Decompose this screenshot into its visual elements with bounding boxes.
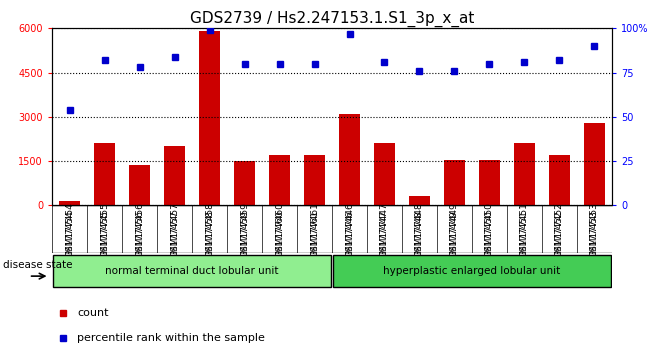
Bar — [59, 201, 80, 205]
Bar — [374, 143, 395, 205]
Bar — [199, 31, 220, 205]
Text: percentile rank within the sample: percentile rank within the sample — [77, 333, 265, 343]
Text: GSM177450: GSM177450 — [485, 202, 494, 257]
Text: disease state: disease state — [3, 261, 72, 270]
Text: GSM177460: GSM177460 — [275, 202, 284, 257]
Bar — [94, 143, 115, 205]
Text: GSM177456: GSM177456 — [135, 202, 144, 257]
FancyBboxPatch shape — [53, 255, 331, 287]
Text: GSM177454: GSM177454 — [65, 202, 74, 257]
Text: GSM177455: GSM177455 — [100, 202, 109, 257]
Text: GSM177447: GSM177447 — [380, 202, 389, 257]
Text: GSM177448: GSM177448 — [415, 202, 424, 257]
Text: count: count — [77, 308, 109, 318]
Text: hyperplastic enlarged lobular unit: hyperplastic enlarged lobular unit — [383, 266, 561, 276]
Bar — [129, 166, 150, 205]
Text: GSM177461: GSM177461 — [310, 202, 319, 257]
Bar — [444, 160, 465, 205]
Bar — [409, 196, 430, 205]
Bar — [339, 114, 360, 205]
Bar — [479, 160, 500, 205]
Text: GSM177453: GSM177453 — [590, 202, 599, 257]
Bar — [549, 155, 570, 205]
Text: GSM177458: GSM177458 — [205, 202, 214, 257]
Text: GSM177457: GSM177457 — [170, 202, 179, 257]
Bar — [514, 143, 535, 205]
Bar — [269, 155, 290, 205]
Text: normal terminal duct lobular unit: normal terminal duct lobular unit — [105, 266, 279, 276]
Title: GDS2739 / Hs2.247153.1.S1_3p_x_at: GDS2739 / Hs2.247153.1.S1_3p_x_at — [190, 11, 474, 27]
Text: GSM177459: GSM177459 — [240, 202, 249, 257]
Bar — [304, 155, 325, 205]
Bar — [234, 161, 255, 205]
Text: GSM177451: GSM177451 — [520, 202, 529, 257]
Text: GSM177452: GSM177452 — [555, 202, 564, 257]
Bar — [584, 123, 605, 205]
Text: GSM177446: GSM177446 — [345, 202, 354, 257]
FancyBboxPatch shape — [333, 255, 611, 287]
Bar — [164, 146, 185, 205]
Text: GSM177449: GSM177449 — [450, 202, 459, 257]
